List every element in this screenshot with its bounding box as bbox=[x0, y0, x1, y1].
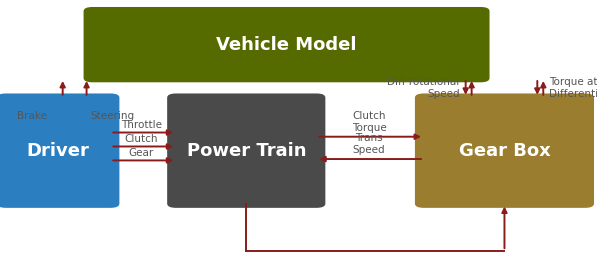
Text: Driver: Driver bbox=[27, 142, 90, 160]
Text: Gear Box: Gear Box bbox=[458, 142, 550, 160]
Text: Steering: Steering bbox=[91, 111, 135, 121]
Text: Vehicle Model: Vehicle Model bbox=[216, 36, 357, 54]
Text: Power Train: Power Train bbox=[186, 142, 306, 160]
FancyBboxPatch shape bbox=[167, 93, 325, 208]
FancyBboxPatch shape bbox=[415, 93, 594, 208]
Text: Clutch: Clutch bbox=[125, 134, 158, 144]
Text: Throttle: Throttle bbox=[121, 120, 162, 130]
Text: Diff rotational
Speed: Diff rotational Speed bbox=[387, 77, 460, 99]
Text: Brake: Brake bbox=[17, 111, 47, 121]
Text: Trans
Speed: Trans Speed bbox=[353, 133, 385, 155]
FancyBboxPatch shape bbox=[84, 7, 490, 82]
Text: Gear: Gear bbox=[129, 148, 154, 158]
Text: Torque at
Differential: Torque at Differential bbox=[549, 77, 597, 99]
Text: Clutch
Torque: Clutch Torque bbox=[352, 111, 386, 133]
FancyBboxPatch shape bbox=[0, 93, 119, 208]
